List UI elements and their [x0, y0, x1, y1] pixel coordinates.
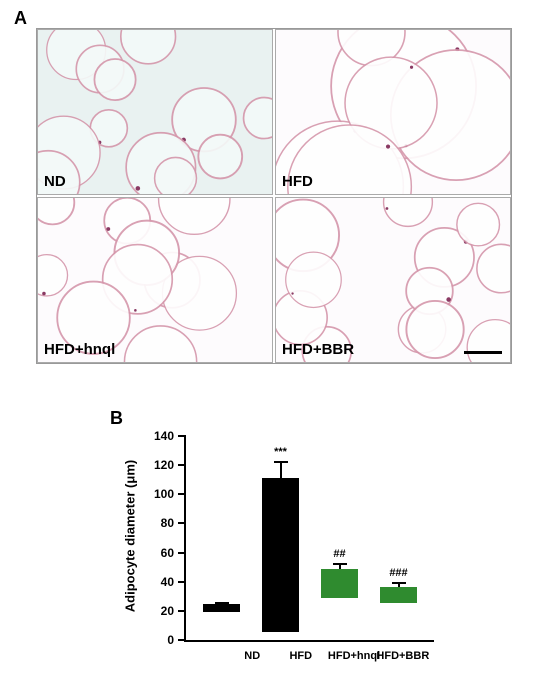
plot-area: ***##### NDHFDHFD+hnqlHFD+BBR 0204060801… — [184, 436, 434, 642]
bar-slot — [196, 588, 248, 640]
y-tick — [178, 493, 186, 495]
y-tick — [178, 552, 186, 554]
bar — [380, 587, 417, 603]
panel-A: ND HFD HFD+hnql HFD+BBR — [36, 28, 512, 364]
x-labels: ND HFD HFD+hnql HFD+BBR — [222, 650, 428, 662]
y-tick-label: 140 — [154, 429, 174, 443]
error-bar — [398, 582, 400, 587]
histology-nd: ND — [37, 29, 273, 195]
significance-marker: ## — [333, 549, 345, 561]
scale-bar — [464, 351, 502, 354]
y-axis-label: Adipocyte diameter (μm) — [123, 460, 138, 612]
histology-hfd: HFD — [275, 29, 511, 195]
histology-bbr: HFD+BBR — [275, 197, 511, 363]
error-bar — [221, 602, 223, 604]
error-cap — [274, 461, 288, 463]
panel-letter-A: A — [14, 8, 27, 29]
bar — [203, 604, 240, 612]
error-cap — [333, 563, 347, 565]
y-tick-label: 80 — [161, 516, 174, 530]
y-tick-label: 60 — [161, 546, 174, 560]
significance-marker: *** — [274, 447, 287, 459]
bar-slot: *** — [255, 447, 307, 640]
x-tick-label: HFD+BBR — [376, 650, 419, 662]
y-tick-label: 100 — [154, 487, 174, 501]
y-tick — [178, 610, 186, 612]
error-bar — [280, 461, 282, 478]
y-tick — [178, 464, 186, 466]
histology-grid: ND HFD HFD+hnql HFD+BBR — [36, 28, 512, 364]
y-tick — [178, 522, 186, 524]
y-tick — [178, 581, 186, 583]
y-tick-label: 20 — [161, 604, 174, 618]
y-tick — [178, 435, 186, 437]
significance-marker: ### — [389, 568, 407, 580]
bar — [321, 569, 358, 598]
bar-slot: ### — [373, 568, 425, 640]
y-tick-label: 120 — [154, 458, 174, 472]
histology-label: HFD+hnql — [44, 341, 115, 358]
error-bar — [339, 563, 341, 569]
panel-B: Adipocyte diameter (μm) ***##### NDHFDHF… — [110, 430, 440, 670]
bar — [262, 478, 299, 632]
x-tick-label: ND — [231, 650, 274, 662]
x-tick-label: HFD — [279, 650, 322, 662]
error-cap — [392, 582, 406, 584]
histology-label: ND — [44, 173, 66, 190]
y-tick-label: 0 — [167, 633, 174, 647]
bar-slot: ## — [314, 549, 366, 640]
panel-letter-B: B — [110, 408, 123, 429]
y-tick-label: 40 — [161, 575, 174, 589]
histology-hnq: HFD+hnql — [37, 197, 273, 363]
bar-chart: Adipocyte diameter (μm) ***##### NDHFDHF… — [148, 430, 440, 642]
histology-label: HFD — [282, 173, 313, 190]
histology-label: HFD+BBR — [282, 341, 354, 358]
bars-container: ***##### — [186, 436, 434, 640]
y-tick — [178, 639, 186, 641]
x-tick-label: HFD+hnql — [328, 650, 371, 662]
error-cap — [215, 602, 229, 604]
